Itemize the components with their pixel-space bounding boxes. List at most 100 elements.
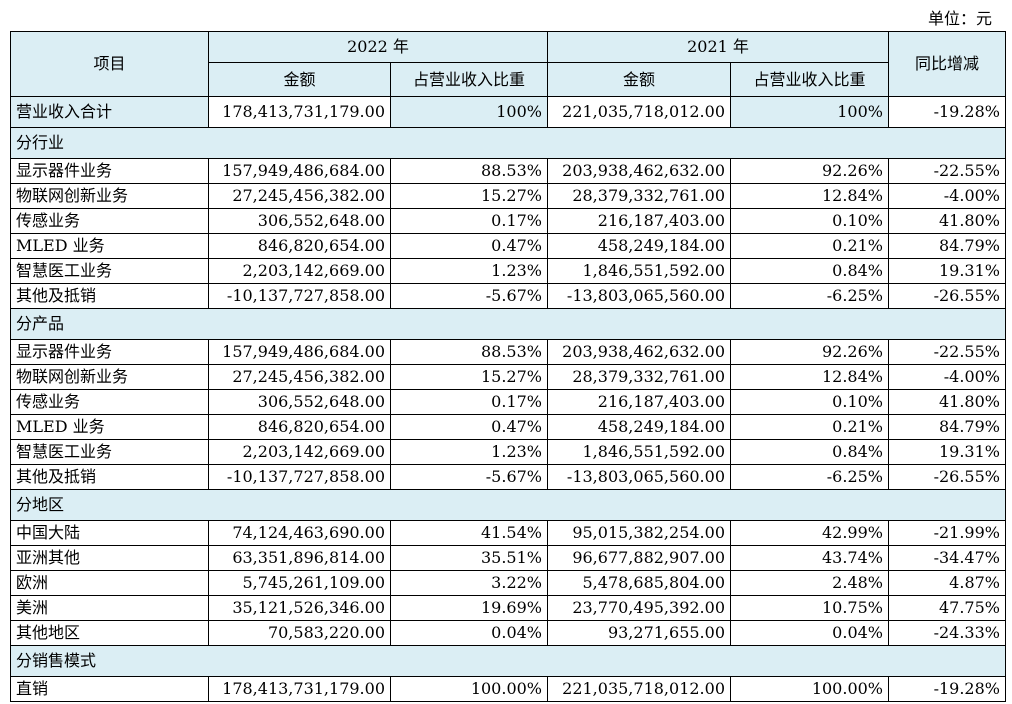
table-row: 其他及抵销 -10,137,727,858.00 -5.67% -13,803,065… (10, 283, 1006, 309)
yoy-cell: 84.79% (888, 414, 1006, 440)
amount-2021-cell: 93,271,655.00 (547, 620, 731, 646)
ratio-2022-cell: 15.27% (390, 183, 548, 209)
header-row-2: 金额 占营业收入比重 金额 占营业收入比重 (11, 62, 1006, 97)
ratio-2021-cell: -6.25% (730, 464, 889, 490)
header-amount-2022: 金额 (208, 62, 391, 97)
total-ratio-2022: 100% (390, 96, 548, 128)
total-yoy: -19.28% (888, 96, 1006, 128)
ratio-2021-cell: 92.26% (730, 339, 889, 365)
ratio-2021-cell: 10.75% (730, 595, 889, 621)
header-amount-2021: 金额 (547, 62, 731, 97)
amount-2022-cell: 178,413,731,179.00 (208, 676, 391, 702)
section-title: 分地区 (10, 489, 1006, 521)
ratio-2021-cell: 0.10% (730, 208, 889, 234)
ratio-2022-cell: 0.47% (390, 414, 548, 440)
yoy-cell: -34.47% (888, 545, 1006, 571)
ratio-2021-cell: 0.10% (730, 389, 889, 415)
amount-2021-cell: 1,846,551,592.00 (547, 439, 731, 465)
row-label: 其他及抵销 (10, 464, 209, 490)
header-row-1: 项目 2022 年 2021 年 同比增减 (10, 30, 1006, 97)
row-label: 欧洲 (10, 570, 209, 596)
row-label: 物联网创新业务 (10, 183, 209, 209)
yoy-cell: 41.80% (888, 208, 1006, 234)
amount-2022-cell: 63,351,896,814.00 (208, 545, 391, 571)
amount-2021-cell: -13,803,065,560.00 (547, 283, 731, 309)
amount-2021-cell: 5,478,685,804.00 (547, 570, 731, 596)
ratio-2021-cell: 0.21% (730, 414, 889, 440)
row-label: 显示器件业务 (10, 339, 209, 365)
ratio-2021-cell: 92.26% (730, 158, 889, 184)
yoy-cell: 41.80% (888, 389, 1006, 415)
yoy-cell: -21.99% (888, 520, 1006, 546)
ratio-2022-cell: 88.53% (390, 158, 548, 184)
header-yoy: 同比增减 (888, 31, 1006, 97)
table-row: MLED 业务 846,820,654.00 0.47% 458,249,184.00… (10, 414, 1006, 440)
revenue-table: 项目 2022 年 2021 年 同比增减 金额 占营业收入比重 金额 占营业收… (10, 30, 1006, 702)
yoy-cell: -24.33% (888, 620, 1006, 646)
table-row: 中国大陆 74,124,463,690.00 41.54% 95,015,382,25… (10, 520, 1006, 546)
amount-2022-cell: 2,203,142,669.00 (208, 439, 391, 465)
yoy-cell: -26.55% (888, 464, 1006, 490)
amount-2022-cell: 27,245,456,382.00 (208, 183, 391, 209)
amount-2021-cell: 1,846,551,592.00 (547, 258, 731, 284)
row-label: 传感业务 (10, 389, 209, 415)
ratio-2022-cell: 3.22% (390, 570, 548, 596)
header-year-2021: 2021 年 (547, 30, 889, 64)
total-amount-2022: 178,413,731,179.00 (208, 96, 391, 128)
yoy-cell: 84.79% (888, 233, 1006, 259)
total-label: 营业收入合计 (10, 96, 209, 128)
total-row: 营业收入合计 178,413,731,179.00 100% 221,035,7… (10, 96, 1006, 128)
ratio-2021-cell: 12.84% (730, 364, 889, 390)
ratio-2021-cell: 2.48% (730, 570, 889, 596)
section-title: 分产品 (10, 308, 1006, 340)
unit-label: 单位：元 (927, 9, 992, 28)
row-label: 物联网创新业务 (10, 364, 209, 390)
row-label: 直销 (10, 676, 209, 702)
row-label: 美洲 (10, 595, 209, 621)
row-label: MLED 业务 (10, 233, 209, 259)
amount-2022-cell: 70,583,220.00 (208, 620, 391, 646)
ratio-2022-cell: 1.23% (390, 258, 548, 284)
amount-2022-cell: 306,552,648.00 (208, 389, 391, 415)
row-label: 其他及抵销 (10, 283, 209, 309)
amount-2022-cell: -10,137,727,858.00 (208, 464, 391, 490)
ratio-2022-cell: 0.04% (390, 620, 548, 646)
table-body: 项目 2022 年 2021 年 同比增减 金额 占营业收入比重 金额 占营业收… (10, 30, 1006, 702)
table-row: 智慧医工业务 2,203,142,669.00 1.23% 1,846,551,592… (10, 439, 1006, 465)
table-row: 欧洲 5,745,261,109.00 3.22% 5,478,685,804.00 2… (10, 570, 1006, 596)
ratio-2021-cell: 0.04% (730, 620, 889, 646)
row-label: 其他地区 (10, 620, 209, 646)
yoy-cell: -4.00% (888, 364, 1006, 390)
amount-2022-cell: 27,245,456,382.00 (208, 364, 391, 390)
amount-2022-cell: 846,820,654.00 (208, 233, 391, 259)
table-row: MLED 业务 846,820,654.00 0.47% 458,249,184.00… (10, 233, 1006, 259)
amount-2021-cell: 221,035,718,012.00 (547, 676, 731, 702)
amount-2021-cell: 216,187,403.00 (547, 208, 731, 234)
ratio-2022-cell: 0.17% (390, 389, 548, 415)
yoy-cell: -22.55% (888, 339, 1006, 365)
row-label: 智慧医工业务 (10, 439, 209, 465)
ratio-2022-cell: 35.51% (390, 545, 548, 571)
ratio-2022-cell: 0.47% (390, 233, 548, 259)
amount-2021-cell: 28,379,332,761.00 (547, 364, 731, 390)
ratio-2021-cell: 12.84% (730, 183, 889, 209)
section-header-row: 分产品 (10, 308, 1006, 340)
amount-2021-cell: 203,938,462,632.00 (547, 158, 731, 184)
section-header-row: 分行业 (10, 127, 1006, 159)
section-header-row: 分销售模式 (10, 645, 1006, 677)
ratio-2022-cell: 41.54% (390, 520, 548, 546)
yoy-cell: 19.31% (888, 258, 1006, 284)
ratio-2021-cell: 0.84% (730, 439, 889, 465)
amount-2022-cell: 846,820,654.00 (208, 414, 391, 440)
yoy-cell: 19.31% (888, 439, 1006, 465)
table-row: 其他及抵销 -10,137,727,858.00 -5.67% -13,803,065… (10, 464, 1006, 490)
ratio-2022-cell: -5.67% (390, 283, 548, 309)
ratio-2021-cell: 42.99% (730, 520, 889, 546)
amount-2021-cell: 458,249,184.00 (547, 233, 731, 259)
row-label: 亚洲其他 (10, 545, 209, 571)
yoy-cell: 4.87% (888, 570, 1006, 596)
header-year-2022: 2022 年 (208, 30, 548, 64)
table-row: 显示器件业务 157,949,486,684.00 88.53% 203,938,46… (10, 339, 1006, 365)
ratio-2022-cell: 1.23% (390, 439, 548, 465)
section-title: 分行业 (10, 127, 1006, 159)
